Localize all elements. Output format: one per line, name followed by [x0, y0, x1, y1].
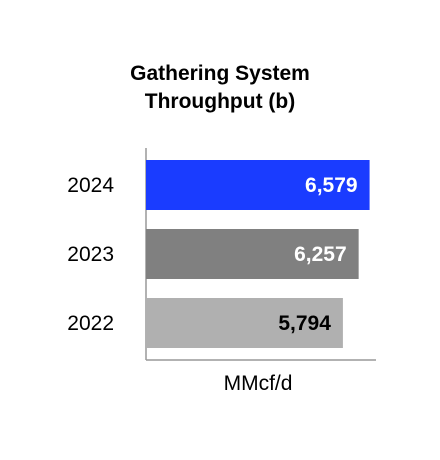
y-tick-label-2024: 2024: [67, 174, 114, 197]
bar-2022: [146, 298, 343, 348]
chart-title: Gathering System Throughput (b): [0, 60, 440, 116]
chart-title-line-1: Gathering System: [130, 62, 310, 85]
y-tick-label-2022: 2022: [67, 312, 114, 335]
bar-2023: [146, 229, 359, 279]
x-axis-label: MMcf/d: [224, 372, 293, 395]
data-label-2024: 6,579: [305, 174, 358, 197]
chart-title-line-2: Throughput (b): [144, 90, 296, 113]
data-label-2023: 6,257: [294, 243, 347, 266]
bar-2024: [146, 160, 370, 210]
y-tick-label-2023: 2023: [67, 243, 114, 266]
data-label-2022: 5,794: [278, 312, 331, 335]
